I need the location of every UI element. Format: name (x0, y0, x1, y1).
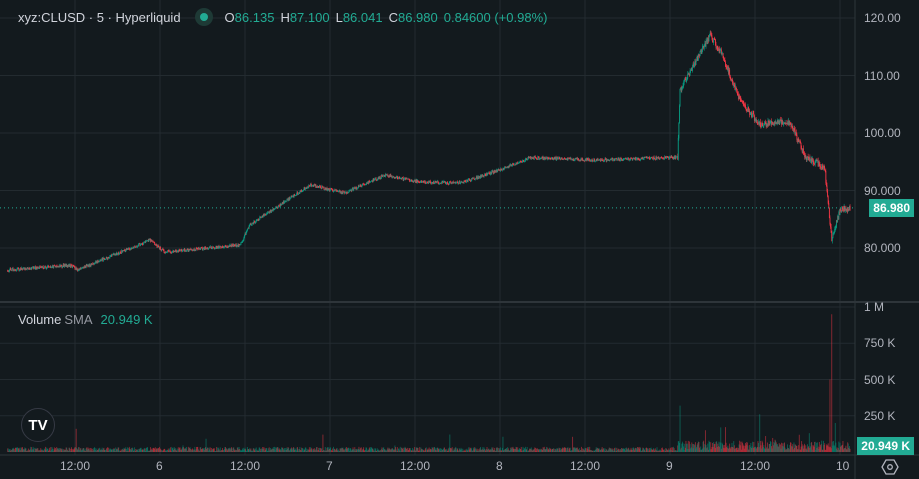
volume-title: Volume (18, 312, 62, 327)
ohlc-high: H87.100 (280, 9, 330, 25)
last-price-tag: 86.980 (869, 199, 914, 217)
price-tick-label: 110.00 (864, 68, 900, 83)
ohlc-close: C86.980 (388, 9, 438, 25)
volume-tick-label: 250 K (864, 408, 896, 423)
sma-value: 20.949 K (100, 312, 153, 327)
volume-tick-label: 500 K (864, 372, 896, 387)
volume-tick-label: 750 K (864, 336, 896, 351)
market-status-icon (194, 8, 213, 26)
price-tick-label: 100.00 (864, 126, 901, 140)
volume-tick-label: 1 M (864, 300, 885, 314)
symbol-title[interactable]: xyz:CLUSD · 5 · Hyperliquid (18, 9, 181, 25)
ohlc-low: L86.041 (335, 9, 383, 25)
time-tick-label: 9 (666, 459, 673, 473)
symbol-legend: xyz:CLUSD · 5 · Hyperliquid O86.135 H87.… (18, 8, 553, 26)
time-tick-label: 12:00 (400, 459, 431, 473)
time-tick-label: 12:00 (230, 459, 261, 473)
volume-legend[interactable]: Volume SMA 20.949 K (18, 312, 153, 327)
time-tick-label: 12:00 (60, 459, 91, 473)
time-tick-label: 7 (326, 459, 333, 473)
price-tick-label: 90.000 (864, 183, 901, 198)
last-volume-tag: 20.949 K (857, 437, 914, 455)
price-change: 0.84600 (+0.98%) (443, 9, 548, 25)
price-tick-label: 120.00 (864, 11, 901, 25)
price-tick-label: 80.000 (864, 241, 901, 255)
time-tick-label: 12:00 (740, 459, 771, 473)
time-tick-label: 6 (156, 459, 163, 473)
ohlc-open: O86.135 (224, 9, 275, 25)
settings-hexagon-icon[interactable] (881, 459, 899, 475)
time-tick-label: 12:00 (570, 459, 601, 473)
tradingview-logo[interactable]: TV (21, 408, 55, 442)
time-tick-label: 8 (496, 459, 503, 473)
time-tick-label: 10 (836, 459, 850, 473)
sma-label: SMA (64, 312, 93, 327)
